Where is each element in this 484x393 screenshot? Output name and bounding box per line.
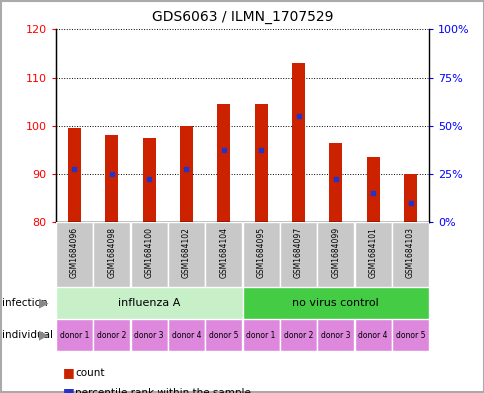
Text: GSM1684098: GSM1684098 bbox=[107, 227, 116, 278]
Text: GSM1684096: GSM1684096 bbox=[70, 227, 79, 278]
Bar bbox=[105, 135, 118, 222]
FancyBboxPatch shape bbox=[205, 319, 242, 351]
FancyBboxPatch shape bbox=[205, 222, 242, 287]
Text: ■: ■ bbox=[63, 366, 75, 380]
Bar bbox=[180, 126, 193, 222]
Text: donor 2: donor 2 bbox=[283, 331, 313, 340]
FancyBboxPatch shape bbox=[242, 287, 428, 319]
FancyBboxPatch shape bbox=[56, 319, 93, 351]
FancyBboxPatch shape bbox=[93, 319, 130, 351]
Text: ▶: ▶ bbox=[39, 329, 48, 342]
Text: donor 2: donor 2 bbox=[97, 331, 126, 340]
Text: donor 1: donor 1 bbox=[246, 331, 275, 340]
Text: GSM1684100: GSM1684100 bbox=[144, 227, 153, 278]
FancyBboxPatch shape bbox=[167, 222, 205, 287]
Text: donor 3: donor 3 bbox=[134, 331, 164, 340]
Text: GSM1684103: GSM1684103 bbox=[405, 227, 414, 278]
FancyBboxPatch shape bbox=[167, 319, 205, 351]
Bar bbox=[254, 104, 267, 222]
Text: donor 5: donor 5 bbox=[395, 331, 424, 340]
FancyBboxPatch shape bbox=[317, 319, 354, 351]
Bar bbox=[217, 104, 230, 222]
Text: donor 1: donor 1 bbox=[60, 331, 89, 340]
Bar bbox=[329, 143, 342, 222]
FancyBboxPatch shape bbox=[391, 319, 428, 351]
FancyBboxPatch shape bbox=[279, 222, 317, 287]
FancyBboxPatch shape bbox=[354, 222, 391, 287]
FancyBboxPatch shape bbox=[354, 319, 391, 351]
Text: donor 4: donor 4 bbox=[358, 331, 387, 340]
FancyBboxPatch shape bbox=[56, 287, 242, 319]
Text: GSM1684095: GSM1684095 bbox=[256, 227, 265, 278]
Text: GSM1684099: GSM1684099 bbox=[331, 227, 340, 278]
FancyBboxPatch shape bbox=[130, 222, 167, 287]
Text: donor 4: donor 4 bbox=[171, 331, 201, 340]
Text: no virus control: no virus control bbox=[292, 298, 378, 308]
Text: donor 5: donor 5 bbox=[209, 331, 238, 340]
Text: GSM1684104: GSM1684104 bbox=[219, 227, 228, 278]
FancyBboxPatch shape bbox=[56, 222, 93, 287]
FancyBboxPatch shape bbox=[242, 319, 279, 351]
FancyBboxPatch shape bbox=[93, 222, 130, 287]
FancyBboxPatch shape bbox=[279, 319, 317, 351]
Text: percentile rank within the sample: percentile rank within the sample bbox=[75, 387, 251, 393]
FancyBboxPatch shape bbox=[317, 222, 354, 287]
Text: donor 3: donor 3 bbox=[320, 331, 350, 340]
Text: influenza A: influenza A bbox=[118, 298, 180, 308]
Text: count: count bbox=[75, 368, 105, 378]
Text: GSM1684102: GSM1684102 bbox=[182, 227, 191, 278]
Text: GDS6063 / ILMN_1707529: GDS6063 / ILMN_1707529 bbox=[151, 10, 333, 24]
Text: individual: individual bbox=[2, 330, 53, 340]
FancyBboxPatch shape bbox=[130, 319, 167, 351]
Text: ▶: ▶ bbox=[39, 296, 48, 310]
FancyBboxPatch shape bbox=[391, 222, 428, 287]
Bar bbox=[366, 157, 379, 222]
Bar bbox=[68, 128, 81, 222]
Bar bbox=[403, 174, 416, 222]
Text: GSM1684097: GSM1684097 bbox=[293, 227, 302, 278]
Text: GSM1684101: GSM1684101 bbox=[368, 227, 377, 278]
Text: infection: infection bbox=[2, 298, 48, 308]
Bar bbox=[291, 63, 304, 222]
Text: ■: ■ bbox=[63, 386, 75, 393]
Bar bbox=[142, 138, 155, 222]
FancyBboxPatch shape bbox=[242, 222, 279, 287]
